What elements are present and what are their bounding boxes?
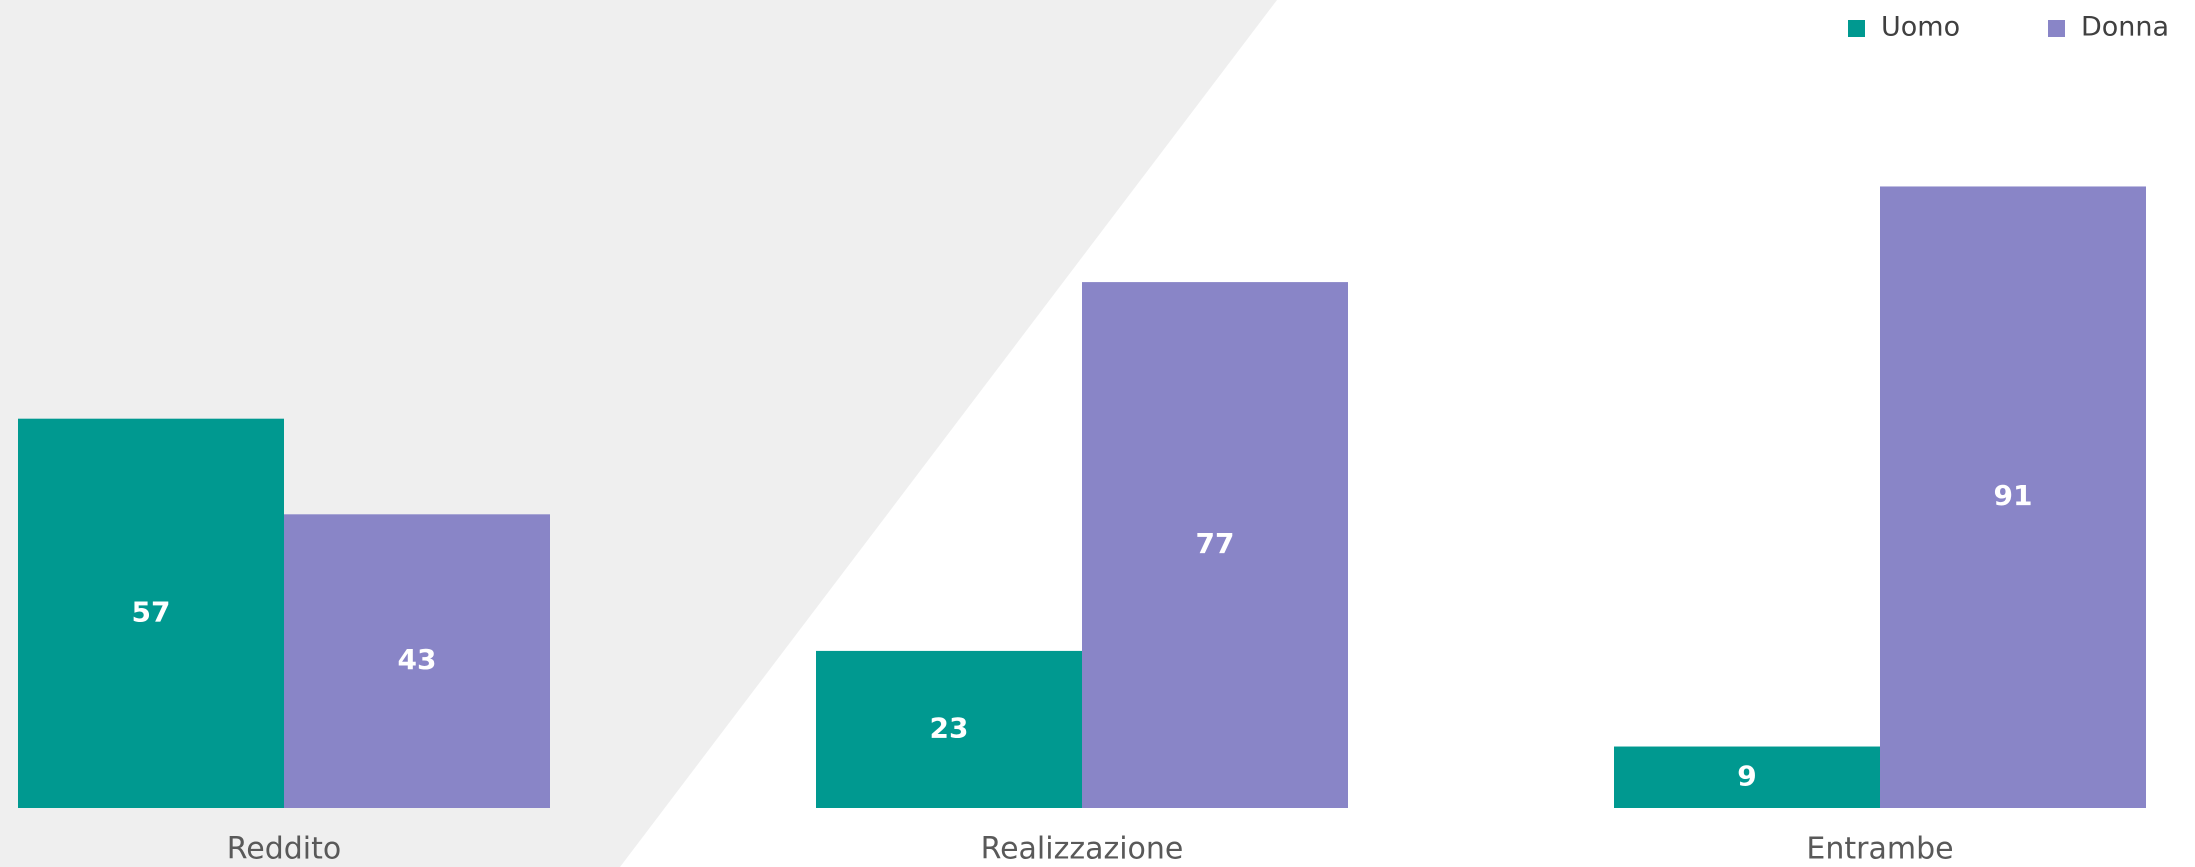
data-label: 43 (398, 643, 437, 676)
category-label: Entrambe (1806, 832, 1953, 867)
bar (284, 514, 550, 808)
data-label: 77 (1196, 527, 1235, 560)
legend-swatch (1848, 20, 1865, 37)
bar (1614, 746, 1880, 808)
legend-label: Donna (2081, 12, 2169, 43)
data-label: 9 (1737, 759, 1756, 792)
data-label: 91 (1994, 479, 2033, 512)
data-label: 23 (930, 711, 969, 744)
bar (18, 418, 284, 808)
category-label: Realizzazione (981, 832, 1184, 867)
bar (1880, 186, 2146, 809)
bar (1082, 282, 1348, 809)
category-label: Reddito (227, 832, 342, 867)
data-label: 57 (132, 595, 171, 628)
bar (816, 650, 1082, 808)
legend-swatch (2048, 20, 2065, 37)
legend-label: Uomo (1881, 12, 1960, 43)
